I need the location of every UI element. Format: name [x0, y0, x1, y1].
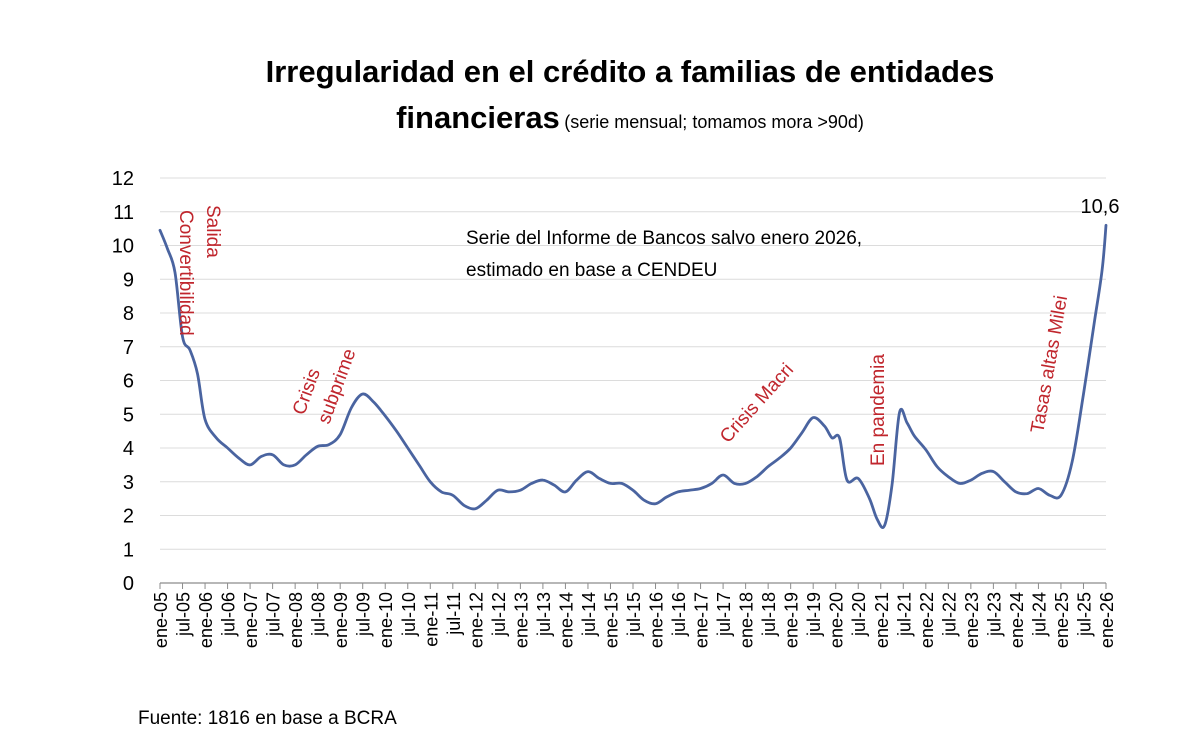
x-tick-label: ene-19: [782, 592, 802, 648]
x-tick-label: jul-16: [669, 592, 689, 637]
x-tick-label: jul-23: [984, 592, 1004, 637]
gridlines: [160, 177, 1106, 550]
y-tick-label: 6: [123, 371, 134, 393]
x-tick-label: jul-11: [444, 592, 464, 636]
y-tick-label: 10: [112, 236, 134, 258]
x-tick-label: ene-21: [872, 592, 892, 648]
x-tick-label: ene-10: [376, 592, 396, 648]
x-tick-label: jul-18: [759, 592, 779, 637]
source-note: Fuente: 1816 en base a BCRA: [138, 708, 397, 729]
series-line: [158, 223, 1108, 529]
annotations: Salida Convertibilidad Crisis subprime C…: [175, 196, 1119, 466]
chart-title-end: financieras: [396, 100, 560, 135]
chart-subtitle: (serie mensual; tomamos mora >90d): [564, 112, 864, 132]
y-tick-label: 3: [123, 472, 134, 494]
annotation-pandemia: En pandemia: [868, 354, 889, 466]
y-tick-label: 9: [123, 269, 134, 291]
x-tick-label: ene-20: [827, 592, 847, 648]
y-tick-label: 7: [123, 337, 134, 359]
x-tick-label: jul-14: [579, 592, 599, 637]
x-tick-label: jul-05: [174, 592, 194, 637]
chart-title-line2: financieras (serie mensual; tomamos mora…: [0, 100, 1200, 136]
x-tick-label: jul-25: [1074, 592, 1094, 637]
annotation-macri: Crisis Macri: [716, 360, 798, 448]
x-axis-ticks: ene-05 jul-05 ene-06 jul-06 ene-07 jul-07 ene-…: [151, 583, 1117, 648]
x-tick-label: ene-22: [917, 592, 937, 648]
x-tick-label: jul-21: [894, 592, 914, 637]
x-tick-label: ene-18: [737, 592, 757, 648]
data-label-last-value: 10,6: [1081, 196, 1120, 218]
x-tick-label: ene-14: [556, 592, 576, 648]
x-tick-label: ene-15: [601, 592, 621, 648]
x-tick-label: ene-09: [331, 592, 351, 648]
y-tick-label: 2: [123, 506, 134, 528]
x-tick-label: jul-08: [309, 592, 329, 637]
y-tick-label: 12: [112, 168, 134, 190]
x-tick-label: ene-13: [511, 592, 531, 648]
annotation-salida-line1: Salida: [202, 205, 223, 258]
x-tick-label: ene-06: [196, 592, 216, 648]
annotation-note-line1: Serie del Informe de Bancos salvo enero …: [466, 228, 862, 249]
x-tick-label: jul-22: [939, 592, 959, 637]
x-tick-label: ene-16: [647, 592, 667, 648]
annotation-note-line2: estimado en base a CENDEU: [466, 260, 717, 281]
x-tick-label: jul-15: [624, 592, 644, 637]
x-tick-label: ene-23: [962, 592, 982, 648]
x-tick-label: ene-08: [286, 592, 306, 648]
x-tick-label: jul-09: [354, 592, 374, 637]
x-tick-label: ene-07: [241, 592, 261, 648]
x-tick-label: ene-24: [1007, 592, 1027, 648]
x-tick-label: ene-12: [466, 592, 486, 648]
chart-title: Irregularidad en el crédito a familias d…: [265, 54, 995, 89]
x-tick-label: jul-24: [1029, 592, 1049, 637]
x-tick-label: ene-26: [1097, 592, 1117, 648]
x-tick-label: ene-17: [692, 592, 712, 648]
y-tick-label: 8: [123, 303, 134, 325]
annotation-milei: Tasas altas Milei: [1027, 294, 1072, 435]
x-tick-label: jul-20: [849, 592, 869, 637]
y-tick-label: 11: [113, 202, 134, 224]
y-tick-label: 1: [123, 539, 134, 561]
x-tick-label: ene-05: [151, 592, 171, 648]
x-tick-label: jul-19: [804, 592, 824, 637]
x-tick-label: jul-13: [534, 592, 554, 637]
y-tick-label: 5: [123, 404, 134, 426]
x-tick-label: jul-06: [219, 592, 239, 637]
x-tick-label: ene-11: [421, 592, 441, 647]
x-tick-label: jul-10: [399, 592, 419, 637]
annotation-salida-line2: Convertibilidad: [175, 210, 196, 336]
y-tick-label: 0: [123, 573, 134, 595]
x-tick-label: ene-25: [1052, 592, 1072, 648]
x-tick-label: jul-07: [264, 592, 284, 637]
y-tick-label: 4: [123, 438, 134, 460]
x-tick-label: jul-17: [714, 592, 734, 637]
x-tick-label: jul-12: [489, 592, 509, 637]
